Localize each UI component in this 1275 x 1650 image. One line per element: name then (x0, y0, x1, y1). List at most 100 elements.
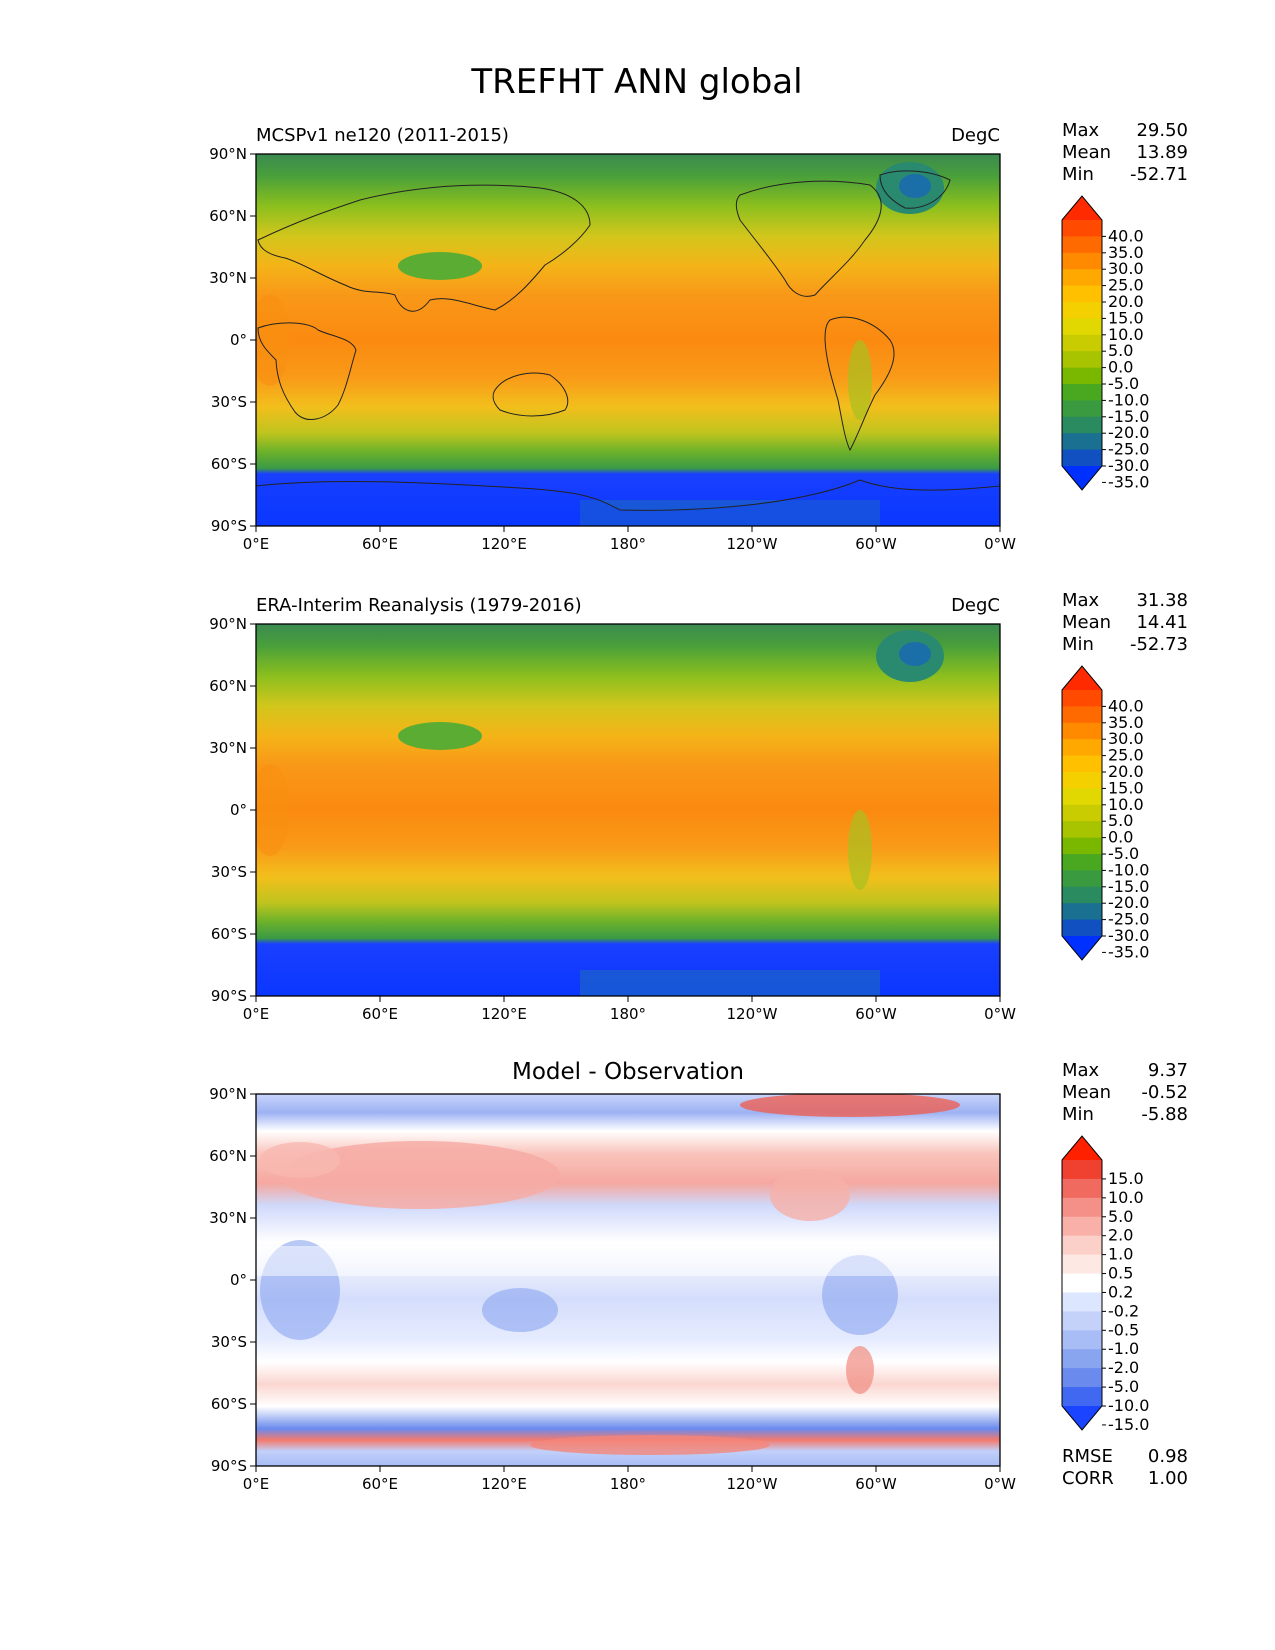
colorbar-band (1062, 821, 1102, 839)
lon-tick-label: 60°W (855, 1005, 897, 1023)
lat-tick-label: 90°N (209, 145, 247, 163)
colorbar-band (1062, 1254, 1102, 1275)
lat-tick-label: 0° (230, 331, 247, 349)
lon-tick-label: 120°E (481, 1475, 527, 1493)
colorbar-label: 35.0 (1108, 713, 1144, 732)
stats-block: Max 9.37 Mean -0.52 Min -5.88 (1062, 1060, 1188, 1125)
lat-tick-label: 30°S (211, 393, 247, 411)
stat-label-min: Min (1062, 1104, 1094, 1125)
stat-value-mean: -0.52 (1141, 1082, 1188, 1103)
lat-tick-label: 60°N (209, 1147, 247, 1165)
stat-value-max: 9.37 (1148, 1060, 1188, 1081)
stat-label-mean: Mean (1062, 1082, 1111, 1103)
colorbar: 15.010.05.02.01.00.50.2-0.2-0.5-1.0-2.0-… (1061, 1135, 1149, 1434)
colorbar-label: 1.0 (1108, 1245, 1133, 1264)
colorbar-band (1062, 400, 1102, 418)
stat-label-mean: Mean (1062, 612, 1111, 633)
coast-south-america (824, 316, 895, 452)
stat-label-max: Max (1062, 1060, 1100, 1081)
coast-antarctica (256, 479, 1000, 511)
colorbar-label: -35.0 (1108, 472, 1149, 491)
colorbar-band (1062, 854, 1102, 871)
coast-north-america (735, 180, 882, 297)
colorbar-extend-max (1062, 196, 1102, 220)
colorbar-band (1062, 837, 1102, 855)
colorbar-extend-min (1062, 466, 1102, 490)
colorbar-label: -25.0 (1108, 440, 1149, 459)
colorbar-band (1062, 706, 1102, 724)
colorbar-label: -30.0 (1108, 456, 1149, 475)
skill-scores: RMSE 0.98 CORR 1.00 (1062, 1446, 1188, 1489)
lon-tick-label: 0°E (243, 535, 270, 553)
colorbar-label: 5.0 (1108, 811, 1133, 830)
stat-value-min: -52.71 (1130, 164, 1188, 185)
colorbar-band (1062, 739, 1102, 757)
colorbar-label: 40.0 (1108, 696, 1144, 715)
colorbar-label: 0.0 (1108, 358, 1133, 377)
colorbar-band (1062, 236, 1102, 254)
lon-tick-label: 120°W (727, 1475, 778, 1493)
colorbar-band (1062, 1273, 1102, 1293)
colorbar-band (1062, 1197, 1102, 1218)
lat-tick-label: 60°N (209, 677, 247, 695)
colorbar-label: 35.0 (1108, 243, 1144, 262)
lon-tick-label: 120°W (727, 1005, 778, 1023)
lat-tick-label: 0° (230, 1271, 247, 1289)
colorbar-band (1062, 416, 1102, 434)
lat-tick-label: 60°N (209, 207, 247, 225)
colorbar-band (1062, 919, 1102, 937)
axis-ticks: 0°E 60°E 120°E 180° 120°W 60°W 0°W 90°N 60°N 30°N… (209, 615, 1016, 1023)
stat-value-max: 29.50 (1136, 120, 1188, 141)
lat-tick-label: 90°S (211, 1457, 247, 1475)
stats-block: Max 29.50 Mean 13.89 Min -52.71 (1062, 120, 1188, 185)
lat-tick-label: 30°S (211, 1333, 247, 1351)
rmse-label: RMSE (1062, 1446, 1113, 1467)
lon-tick-label: 60°W (855, 1475, 897, 1493)
colorbar-band (1062, 351, 1102, 369)
stat-value-mean: 13.89 (1136, 142, 1188, 163)
colorbar-label: 0.5 (1108, 1264, 1133, 1283)
colorbar-label: -2.0 (1108, 1358, 1139, 1377)
lon-tick-label: 0°W (984, 535, 1016, 553)
colorbar-label: -10.0 (1108, 860, 1149, 879)
map-field (256, 624, 1000, 996)
lon-tick-label: 60°W (855, 535, 897, 553)
colorbar-extend-min (1062, 936, 1102, 960)
colorbar-band (1062, 1330, 1102, 1350)
colorbar-band (1062, 1292, 1102, 1312)
colorbar-label: 25.0 (1108, 746, 1144, 765)
panel-observation: ERA-Interim Reanalysis (1979-2016) DegC … (209, 590, 1188, 1023)
lat-tick-label: 30°S (211, 863, 247, 881)
lon-tick-label: 180° (610, 1005, 646, 1023)
colorbar-band (1062, 318, 1102, 336)
lon-tick-label: 60°E (362, 1475, 398, 1493)
colorbar-label: 25.0 (1108, 276, 1144, 295)
panel-center-title: Model - Observation (512, 1059, 744, 1085)
stat-label-max: Max (1062, 590, 1100, 611)
colorbar-label: -15.0 (1108, 877, 1149, 896)
stat-value-min: -52.73 (1130, 634, 1188, 655)
lon-tick-label: 120°E (481, 1005, 527, 1023)
colorbar-band (1062, 269, 1102, 287)
stat-label-min: Min (1062, 164, 1094, 185)
lon-tick-label: 0°W (984, 1005, 1016, 1023)
colorbar-label: -5.0 (1108, 374, 1139, 393)
colorbar-label: -20.0 (1108, 893, 1149, 912)
stat-value-min: -5.88 (1141, 1104, 1188, 1125)
stats-block: Max 31.38 Mean 14.41 Min -52.73 (1062, 590, 1188, 655)
coast-eurasia (257, 184, 591, 312)
colorbar-label: 10.0 (1108, 795, 1144, 814)
colorbar-band (1062, 886, 1102, 904)
lat-tick-label: 30°N (209, 1209, 247, 1227)
lat-tick-label: 30°N (209, 739, 247, 757)
lon-tick-label: 0°E (243, 1475, 270, 1493)
colorbar-label: -1.0 (1108, 1339, 1139, 1358)
panel-right-title: DegC (951, 125, 1000, 146)
colorbar-band (1062, 755, 1102, 773)
colorbar-band (1062, 788, 1102, 806)
colorbar-label: -20.0 (1108, 423, 1149, 442)
colorbar-label: 20.0 (1108, 292, 1144, 311)
colorbar-band (1062, 1235, 1102, 1256)
colorbar-label: 0.0 (1108, 828, 1133, 847)
